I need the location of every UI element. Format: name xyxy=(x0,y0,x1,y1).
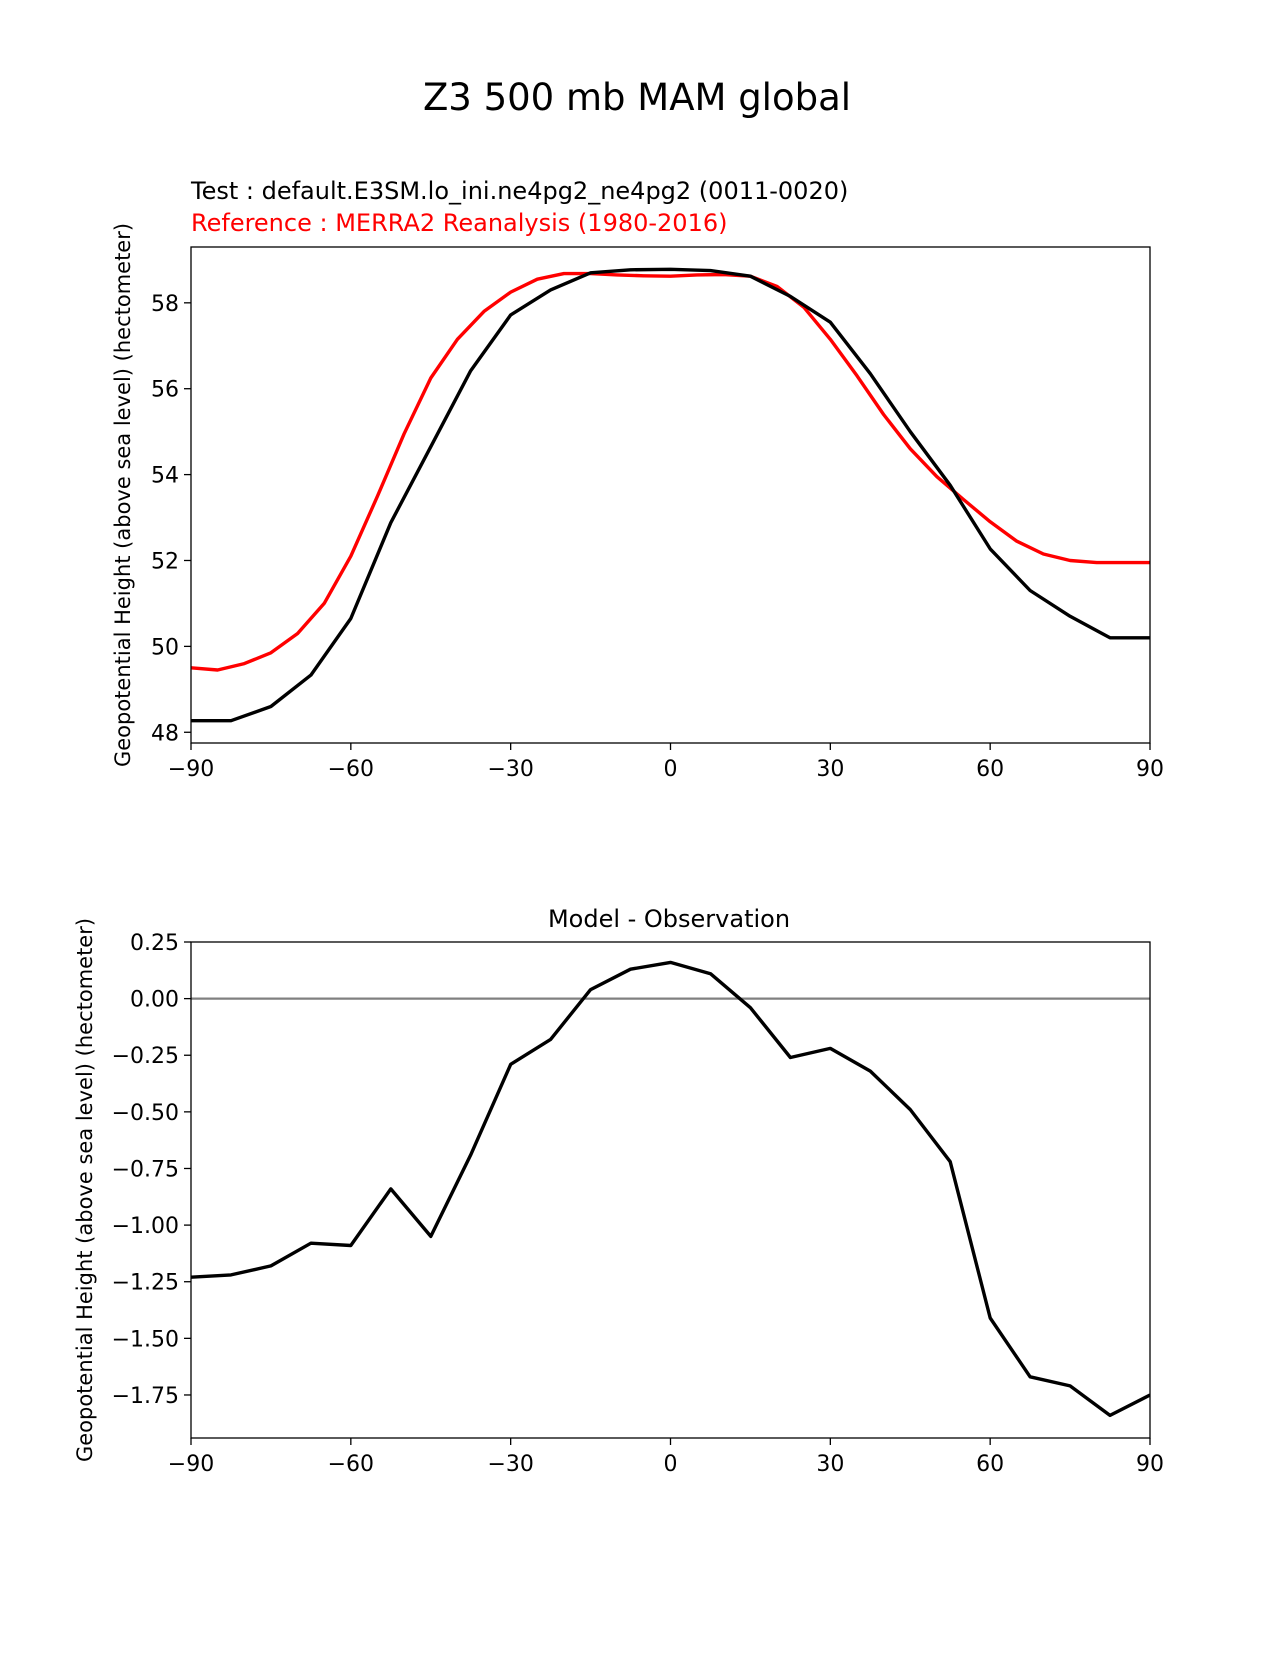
x-tick-label: −30 xyxy=(487,757,533,782)
y-tick-label: −0.75 xyxy=(112,1157,179,1182)
x-tick-label: −60 xyxy=(328,1452,374,1477)
diff-panel-title: Model - Observation xyxy=(548,905,790,933)
series-line-0-1 xyxy=(191,267,1150,723)
y-tick-label: 0.25 xyxy=(130,931,179,956)
y-tick-label: 48 xyxy=(151,721,179,746)
y-tick-label: −1.75 xyxy=(112,1384,179,1409)
figure-title: Z3 500 mb MAM global xyxy=(423,76,851,119)
x-tick-label: −60 xyxy=(328,757,374,782)
y-tick-label: 52 xyxy=(151,549,179,574)
y-tick-label: 56 xyxy=(151,378,179,403)
x-tick-label: 0 xyxy=(664,1452,678,1477)
x-tick-label: 90 xyxy=(1136,757,1164,782)
x-tick-label: −30 xyxy=(487,1452,533,1477)
y-tick-label: 58 xyxy=(151,292,179,317)
y-tick-label: 0.00 xyxy=(130,988,179,1013)
y-tick-label: −0.25 xyxy=(112,1044,179,1069)
x-tick-label: −90 xyxy=(168,757,214,782)
test-label: Test : default.E3SM.lo_ini.ne4pg2_ne4pg2… xyxy=(190,177,848,205)
y-tick-label: −1.00 xyxy=(112,1214,179,1239)
y-axis-label: Geopotential Height (above sea level) (h… xyxy=(73,918,97,1462)
reference-label: Reference : MERRA2 Reanalysis (1980-2016… xyxy=(191,209,727,237)
x-tick-label: 30 xyxy=(816,757,844,782)
x-tick-label: 60 xyxy=(976,757,1004,782)
x-tick-label: 0 xyxy=(664,757,678,782)
x-tick-label: 90 xyxy=(1136,1452,1164,1477)
x-tick-label: 60 xyxy=(976,1452,1004,1477)
x-tick-label: 30 xyxy=(816,1452,844,1477)
series-line-1-0 xyxy=(191,960,1150,1418)
y-tick-label: −1.50 xyxy=(112,1327,179,1352)
axes-frame xyxy=(190,941,1151,1439)
y-axis-label: Geopotential Height (above sea level) (h… xyxy=(111,223,135,767)
axes-frame xyxy=(190,246,1151,744)
y-tick-label: 50 xyxy=(151,635,179,660)
y-tick-label: −1.25 xyxy=(112,1271,179,1296)
y-tick-label: −0.50 xyxy=(112,1101,179,1126)
y-tick-label: 54 xyxy=(151,464,179,489)
series-line-0-0 xyxy=(191,271,1150,672)
panel-model-minus-observation: −90 −60 −30 0 30 60 90 0.25 0.00 −0.25 −0.50 −0.75 −… xyxy=(73,918,1164,1477)
panel-model-vs-reference: −90 −60 −30 0 30 60 90 48 50 52 54 56 58 Geopotential… xyxy=(111,223,1164,782)
x-tick-label: −90 xyxy=(168,1452,214,1477)
